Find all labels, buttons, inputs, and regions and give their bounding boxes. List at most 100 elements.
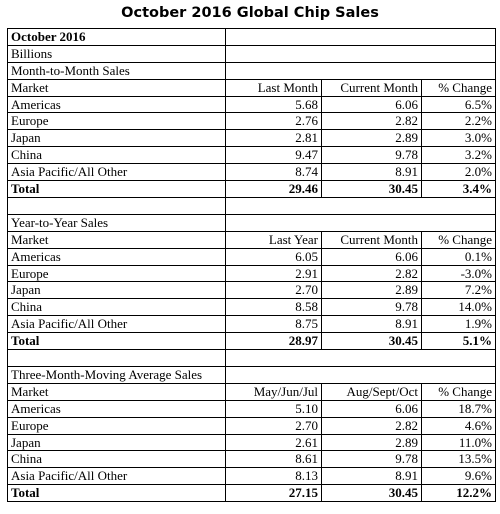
value-cell: -3.0% bbox=[420, 264, 497, 283]
value-cell: 8.91 bbox=[321, 163, 422, 182]
value-cell: 2.76 bbox=[225, 112, 322, 131]
value-cell: 9.6% bbox=[420, 467, 497, 486]
value-cell: 4.6% bbox=[420, 416, 497, 435]
column-header: Last Year bbox=[225, 230, 322, 249]
value-cell: 7.2% bbox=[420, 281, 497, 300]
total-label: Total bbox=[7, 332, 226, 351]
value-cell: 1.9% bbox=[420, 315, 497, 334]
total-label: Total bbox=[7, 180, 226, 198]
spacer-row bbox=[7, 196, 497, 215]
value-cell: 9.78 bbox=[321, 146, 422, 165]
value-cell: 14.0% bbox=[420, 298, 497, 317]
table-row: Japan 2.61 2.89 11.0% bbox=[7, 433, 497, 452]
market-name: China bbox=[7, 146, 226, 165]
value-cell: 13.5% bbox=[420, 450, 497, 469]
value-cell: 6.06 bbox=[321, 247, 422, 266]
value-cell: 2.82 bbox=[321, 112, 422, 131]
column-header: Current Month bbox=[321, 78, 422, 97]
value-cell: 2.70 bbox=[225, 281, 322, 300]
section-heading: Three-Month-Moving Average Sales bbox=[7, 366, 226, 384]
period-label: October 2016 bbox=[7, 28, 226, 46]
value-cell: 0.1% bbox=[420, 247, 497, 266]
value-cell: 2.70 bbox=[225, 416, 322, 435]
table-row: Americas 5.68 6.06 6.5% bbox=[7, 95, 497, 114]
market-name: Japan bbox=[7, 433, 226, 452]
value-cell: 18.7% bbox=[420, 399, 497, 418]
total-label: Total bbox=[7, 484, 226, 503]
value-cell: 2.89 bbox=[321, 281, 422, 300]
market-name: Asia Pacific/All Other bbox=[7, 315, 226, 334]
table-row: Japan 2.81 2.89 3.0% bbox=[7, 129, 497, 148]
total-value: 30.45 bbox=[321, 180, 422, 198]
section-heading: Month-to-Month Sales bbox=[7, 61, 226, 80]
market-name: Japan bbox=[7, 281, 226, 300]
total-value: 29.46 bbox=[225, 180, 322, 198]
table-row: Americas 6.05 6.06 0.1% bbox=[7, 247, 497, 266]
value-cell: 2.2% bbox=[420, 112, 497, 131]
chip-sales-table: October 2016 Billions Month-to-Month Sales… bbox=[7, 28, 497, 503]
value-cell: 8.74 bbox=[225, 163, 322, 182]
section-heading-row: Month-to-Month Sales bbox=[7, 61, 497, 80]
column-header: Last Month bbox=[225, 78, 322, 97]
value-cell: 9.78 bbox=[321, 450, 422, 469]
value-cell: 8.61 bbox=[225, 450, 322, 469]
value-cell: 6.06 bbox=[321, 95, 422, 114]
empty-cell bbox=[7, 349, 226, 368]
value-cell: 2.91 bbox=[225, 264, 322, 283]
market-name: China bbox=[7, 298, 226, 317]
units-label: Billions bbox=[7, 44, 226, 63]
column-header: Market bbox=[7, 230, 226, 249]
value-cell: 9.78 bbox=[321, 298, 422, 317]
total-row: Total 27.15 30.45 12.2% bbox=[7, 484, 497, 503]
market-name: Asia Pacific/All Other bbox=[7, 467, 226, 486]
empty-cell bbox=[224, 349, 497, 368]
total-row: Total 29.46 30.45 3.4% bbox=[7, 180, 497, 198]
value-cell: 6.5% bbox=[420, 95, 497, 114]
total-value: 30.45 bbox=[321, 332, 422, 351]
value-cell: 2.82 bbox=[321, 264, 422, 283]
market-name: China bbox=[7, 450, 226, 469]
total-value: 3.4% bbox=[420, 180, 497, 198]
section-heading-row: Year-to-Year Sales bbox=[7, 213, 497, 232]
table-row: Europe 2.76 2.82 2.2% bbox=[7, 112, 497, 131]
total-value: 30.45 bbox=[321, 484, 422, 503]
market-name: Americas bbox=[7, 95, 226, 114]
value-cell: 2.81 bbox=[225, 129, 322, 148]
empty-cell bbox=[224, 28, 497, 46]
table-row: China 9.47 9.78 3.2% bbox=[7, 146, 497, 165]
empty-cell bbox=[224, 366, 497, 384]
empty-cell bbox=[224, 61, 497, 80]
value-cell: 5.10 bbox=[225, 399, 322, 418]
table-row: Asia Pacific/All Other 8.75 8.91 1.9% bbox=[7, 315, 497, 334]
table-row: Americas 5.10 6.06 18.7% bbox=[7, 399, 497, 418]
column-header-row: Market May/Jun/Jul Aug/Sept/Oct% Change bbox=[7, 382, 497, 401]
units-row: Billions bbox=[7, 44, 497, 63]
market-name: Europe bbox=[7, 264, 226, 283]
empty-cell bbox=[7, 196, 226, 215]
total-value: 5.1% bbox=[420, 332, 497, 351]
value-cell: 8.13 bbox=[225, 467, 322, 486]
value-cell: 11.0% bbox=[420, 433, 497, 452]
market-name: Americas bbox=[7, 399, 226, 418]
total-value: 12.2% bbox=[420, 484, 497, 503]
page-title: October 2016 Global Chip Sales bbox=[121, 5, 379, 21]
value-cell: 3.0% bbox=[420, 129, 497, 148]
market-name: Europe bbox=[7, 112, 226, 131]
market-name: Japan bbox=[7, 129, 226, 148]
total-value: 27.15 bbox=[225, 484, 322, 503]
value-cell: 5.68 bbox=[225, 95, 322, 114]
empty-cell bbox=[224, 196, 497, 215]
value-cell: 6.05 bbox=[225, 247, 322, 266]
value-cell: 3.2% bbox=[420, 146, 497, 165]
value-cell: 8.58 bbox=[225, 298, 322, 317]
value-cell: 8.91 bbox=[321, 467, 422, 486]
table-row: Japan 2.70 2.89 7.2% bbox=[7, 281, 497, 300]
value-cell: 2.89 bbox=[321, 129, 422, 148]
value-cell: 2.89 bbox=[321, 433, 422, 452]
total-value: 28.97 bbox=[225, 332, 322, 351]
table-row: Europe 2.91 2.82 -3.0% bbox=[7, 264, 497, 283]
value-cell: 8.75 bbox=[225, 315, 322, 334]
column-header: May/Jun/Jul bbox=[225, 382, 322, 401]
column-header: % Change bbox=[420, 78, 497, 97]
column-header: % Change bbox=[420, 230, 497, 249]
